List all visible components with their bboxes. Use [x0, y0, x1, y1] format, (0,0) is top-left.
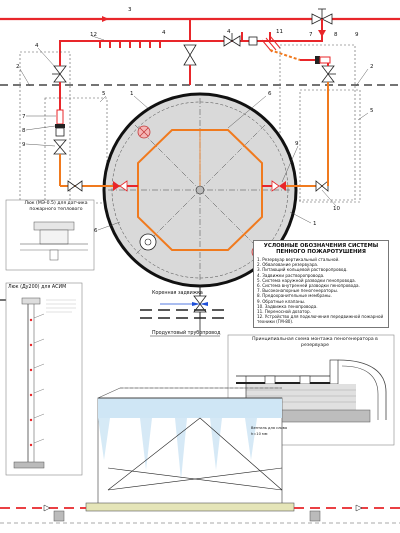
- callout-5b: 5: [370, 108, 374, 114]
- callout-4b: 4: [162, 30, 166, 36]
- callout-numbers: 3 4 12 4 4 11 7 8 9 2 2 5 1 6 5 7 8 9 9 …: [16, 7, 374, 234]
- valve-9-right-top: [321, 65, 336, 83]
- root-valve-label: Коренная задвижка: [152, 291, 203, 296]
- supply-header: [59, 19, 323, 49]
- legend-item: 9. Обратные клапаны.: [257, 298, 306, 304]
- legend-item: 6. Система внутренней разводки пенопрово…: [257, 283, 360, 289]
- leader-lines: [19, 35, 369, 231]
- legend-item: 8. Предохранительные мембраны.: [257, 293, 332, 299]
- callout-12: 12: [90, 32, 97, 38]
- callout-9a: 9: [355, 32, 359, 38]
- callout-2a: 2: [16, 64, 20, 70]
- legend-panel: УСЛОВНЫЕ ОБОЗНАЧЕНИЯ СИСТЕМЫ ПЕННОГО ПОЖ…: [253, 240, 389, 328]
- legend-item: 11. Переносной дозатор.: [257, 309, 311, 315]
- bottom-foam-line: [0, 504, 400, 524]
- callout-6b: 6: [94, 228, 98, 234]
- legend-item: 10. Задвижка пенопровода.: [257, 303, 318, 309]
- hatch-sensor-label: Люк (МЭ-0.5) для датчика пожарного тепло…: [24, 201, 88, 212]
- legend-item: 3. Питающий кольцевой растворопровод.: [257, 267, 348, 273]
- callout-9b: 9: [22, 142, 26, 148]
- legend-title: УСЛОВНЫЕ ОБОЗНАЧЕНИЯ СИСТЕМЫ ПЕННОГО ПОЖ…: [263, 243, 379, 255]
- callout-5a: 5: [102, 91, 106, 97]
- valve-4-left: [52, 49, 67, 110]
- product-pipe-label: Продуктовый трубопровод: [152, 331, 221, 336]
- legend-item: 2. Обвалование резервуара.: [257, 262, 319, 268]
- legend-list: 1. Резервуар вертикальный стальной. 2. О…: [257, 257, 385, 325]
- hatch-asim-detail: [5, 282, 83, 476]
- foam-feed-right: [262, 82, 329, 192]
- installation-scheme-title: Принципиальная схема монтажа пеногенерат…: [252, 337, 378, 348]
- legend-item: 7. Высоконапорные пеногенераторы.: [257, 288, 339, 294]
- hatch-asim-label: Люк (Ду200) для АСИМ: [8, 285, 67, 290]
- hatch-sensor-detail: [5, 199, 95, 271]
- valve-4-right: [223, 33, 258, 47]
- callout-11: 11: [276, 29, 283, 35]
- tank-elevation: [85, 387, 295, 512]
- callout-8a: 8: [334, 32, 338, 38]
- callout-4a: 4: [35, 43, 39, 49]
- callout-10: 10: [333, 206, 340, 212]
- drain-valve-label: Вентиль для слива h=10 мм: [251, 426, 288, 436]
- callout-7a: 7: [309, 32, 313, 38]
- product-pipeline: [140, 309, 230, 336]
- legend-item: 5. Система наружной разводки пенопровода…: [257, 277, 356, 283]
- callout-4c: 4: [227, 29, 231, 35]
- callout-7b: 7: [22, 114, 26, 120]
- callout-6a: 6: [268, 91, 272, 97]
- callout-8b: 8: [22, 128, 26, 134]
- callout-3: 3: [128, 7, 132, 13]
- legend-item: 1. Резервуар вертикальный стальной.: [257, 257, 340, 262]
- header-valve-4: [183, 44, 197, 85]
- foam-feed-left: [60, 180, 138, 192]
- foam-generator-left: [53, 109, 67, 186]
- callout-2b: 2: [370, 64, 374, 70]
- ring-main-pipeline: [0, 8, 400, 37]
- callout-9c: 9: [295, 141, 299, 147]
- legend-item: 4. Задвижки растворопровода.: [257, 272, 325, 278]
- foam-generator-right: [269, 49, 331, 66]
- legend-item: 12. Устройство для подключения передвижн…: [257, 314, 384, 325]
- callout-1b: 1: [313, 221, 317, 227]
- callout-1a: 1: [130, 91, 134, 97]
